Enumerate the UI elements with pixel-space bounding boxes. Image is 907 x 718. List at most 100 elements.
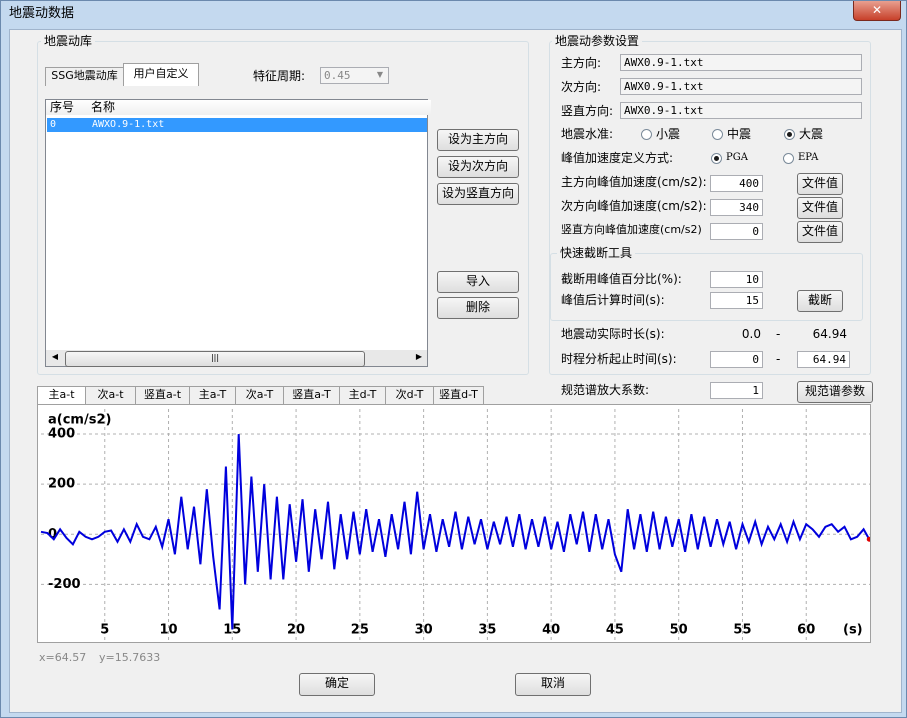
- y-tick-label: 0: [48, 527, 57, 542]
- value-field[interactable]: 0: [710, 223, 763, 240]
- chart-tab[interactable]: 竖直d-T: [433, 386, 484, 405]
- button[interactable]: 截断: [797, 290, 843, 312]
- x-tick-label: 50: [670, 623, 688, 638]
- x-tick-label: 5: [100, 623, 109, 638]
- x-tick-label: 55: [733, 623, 751, 638]
- label: 次方向:: [561, 80, 602, 94]
- label: 主方向峰值加速度(cm/s2):: [561, 175, 707, 189]
- chart-tab[interactable]: 竖直a-t: [135, 386, 190, 405]
- list-cell: 0: [50, 119, 57, 130]
- chart-tab[interactable]: 主a-t: [37, 386, 86, 405]
- data-line: [40, 434, 870, 630]
- button[interactable]: 文件值: [797, 197, 843, 219]
- scroll-right[interactable]: ▶: [415, 352, 423, 361]
- label: 截断用峰值百分比(%):: [561, 272, 682, 286]
- label: 主方向:: [561, 56, 602, 70]
- value-field[interactable]: 10: [710, 271, 763, 288]
- list-box: [45, 99, 428, 367]
- radio-button[interactable]: [783, 153, 794, 164]
- radio-label: PGA: [726, 152, 748, 163]
- radio-dot: [787, 132, 792, 137]
- y-tick-label: 400: [48, 427, 75, 442]
- button[interactable]: 设为次方向: [437, 156, 519, 178]
- value-field[interactable]: 340: [710, 199, 763, 216]
- radio-dot: [714, 156, 719, 161]
- group-title: 地震动库: [41, 32, 96, 50]
- file-field: AWX0.9-1.txt: [620, 78, 862, 95]
- list-cell: AWXO.9-1.txt: [92, 119, 165, 130]
- file-field: AWX0.9-1.txt: [620, 102, 862, 119]
- cursor-point: [866, 536, 870, 542]
- chart-tab[interactable]: 次a-t: [85, 386, 136, 405]
- label: 特征周期:: [253, 69, 306, 83]
- label: 地震动实际时长(s):: [561, 327, 665, 341]
- chart: 5 10 15 20 25 30 35 40 45 50 55 60 -200 0 200 400a(cm/s…: [37, 404, 871, 643]
- tab[interactable]: 用户自定义: [123, 63, 199, 86]
- x-tick-label: 30: [415, 623, 433, 638]
- separator: -: [776, 327, 781, 341]
- value-text: 0.0: [741, 327, 761, 341]
- list-header: 序号: [46, 100, 91, 115]
- value-field[interactable]: 400: [710, 175, 763, 192]
- chart-tab[interactable]: 主d-T: [339, 386, 386, 405]
- combo[interactable]: 0.45: [320, 67, 389, 84]
- label: 地震水准:: [561, 127, 614, 141]
- separator: -: [776, 352, 781, 366]
- list-row[interactable]: [47, 118, 427, 132]
- label: 峰值加速度定义方式:: [561, 151, 674, 165]
- close-button[interactable]: ✕: [853, 1, 901, 21]
- x-tick-label: 20: [287, 623, 305, 638]
- radio-button[interactable]: [712, 129, 723, 140]
- button[interactable]: 设为主方向: [437, 129, 519, 151]
- value-text: 64.94: [812, 327, 847, 341]
- button[interactable]: 取消: [515, 673, 591, 696]
- chart-tab[interactable]: 次a-T: [235, 386, 284, 405]
- x-tick-label: 35: [478, 623, 496, 638]
- label: 竖直方向峰值加速度(cm/s2): [561, 223, 702, 236]
- chart-tab[interactable]: 竖直a-T: [283, 386, 340, 405]
- y-tick-label: 200: [48, 477, 75, 492]
- scroll-thumb[interactable]: |||: [65, 351, 365, 367]
- x-tick-label: 45: [606, 623, 624, 638]
- window-title: 地震动数据: [9, 6, 75, 21]
- chart-tab[interactable]: 次d-T: [385, 386, 434, 405]
- radio-button[interactable]: [641, 129, 652, 140]
- x-tick-label: 40: [542, 623, 560, 638]
- button[interactable]: 文件值: [797, 173, 843, 195]
- radio-label: 小震: [656, 127, 681, 141]
- value-field[interactable]: 0: [710, 351, 763, 368]
- button[interactable]: 设为竖直方向: [437, 183, 519, 205]
- group-box: [550, 253, 863, 321]
- file-field: AWX0.9-1.txt: [620, 54, 862, 71]
- group-title: 地震动参数设置: [552, 32, 643, 50]
- radio-button[interactable]: [784, 129, 795, 140]
- radio-label: EPA: [798, 152, 819, 163]
- scroll-left[interactable]: ◀: [51, 352, 59, 361]
- button[interactable]: 确定: [299, 673, 375, 696]
- button[interactable]: 规范谱参数: [797, 381, 873, 403]
- value-field[interactable]: 15: [710, 292, 763, 309]
- value-field[interactable]: 1: [710, 382, 763, 399]
- combo-arrow[interactable]: ▼: [376, 70, 384, 79]
- y-axis-label: a(cm/s2): [48, 413, 111, 428]
- x-tick-label: 15: [223, 623, 241, 638]
- x-axis-label: (s): [843, 623, 863, 638]
- chart-tab[interactable]: 主a-T: [189, 386, 236, 405]
- group-box: [37, 41, 529, 375]
- tab[interactable]: SSG地震动库: [45, 67, 124, 86]
- label: 峰值后计算时间(s):: [561, 293, 665, 307]
- radio-button[interactable]: [711, 153, 722, 164]
- group-title: 快速截断工具: [557, 244, 636, 262]
- x-tick-label: 60: [797, 623, 815, 638]
- value-field[interactable]: 64.94: [797, 351, 850, 368]
- x-tick-label: 10: [159, 623, 177, 638]
- button[interactable]: 删除: [437, 297, 519, 319]
- label: 规范谱放大系数:: [561, 383, 650, 397]
- button[interactable]: 文件值: [797, 221, 843, 243]
- radio-label: 大震: [799, 127, 824, 141]
- button[interactable]: 导入: [437, 271, 519, 293]
- status-text: x=64.57: [39, 651, 87, 664]
- list-header: 名称: [87, 100, 431, 115]
- status-text: y=15.7633: [99, 651, 161, 664]
